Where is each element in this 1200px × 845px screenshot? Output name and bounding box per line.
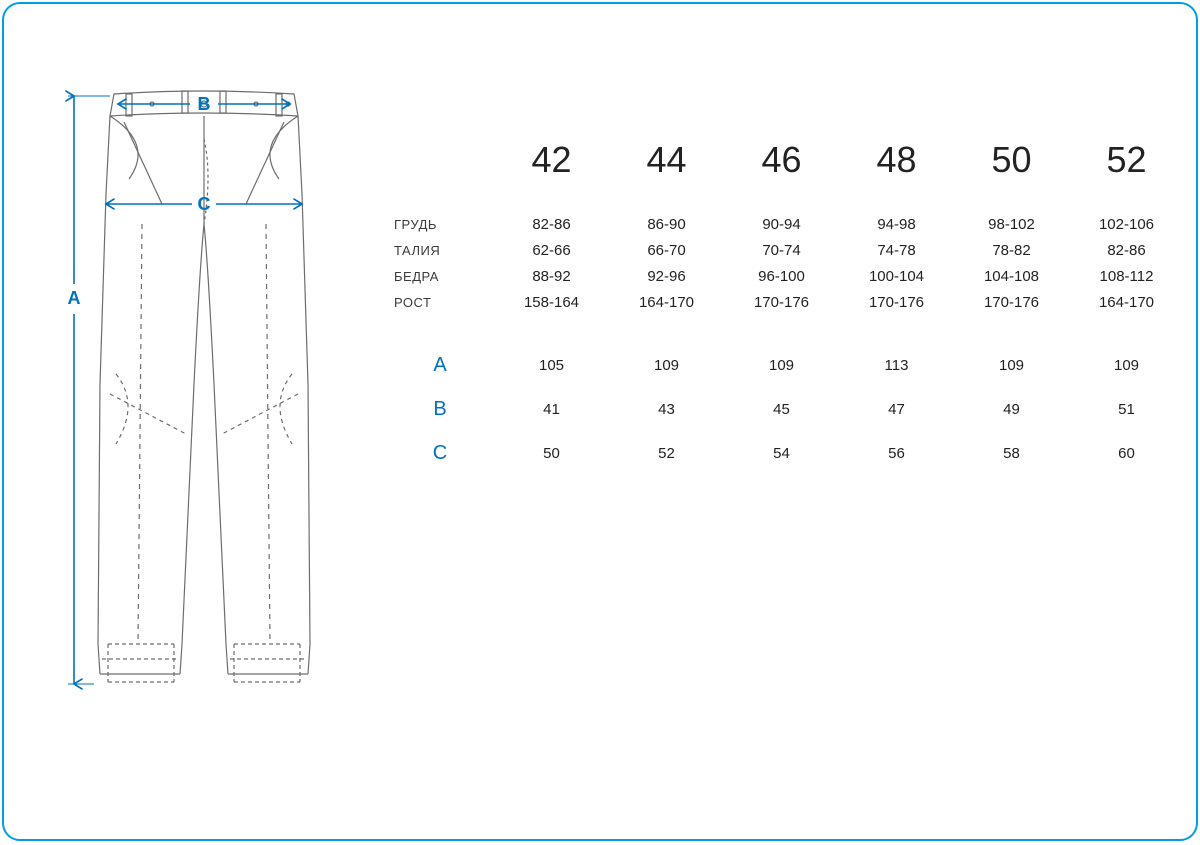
cell: 56 [839,445,954,462]
dim-label: B [394,398,494,421]
dim-label: C [394,442,494,465]
row-height: РОСТ 158-164 164-170 170-176 170-176 170… [394,289,1184,315]
row-label: БЕДРА [394,269,494,284]
size-col-2: 46 [724,139,839,181]
cell: 52 [609,445,724,462]
cell: 92-96 [609,268,724,285]
cell: 43 [609,401,724,418]
cell: 78-82 [954,242,1069,259]
cell: 158-164 [494,294,609,311]
row-label: ГРУДЬ [394,217,494,232]
cell: 82-86 [494,216,609,233]
size-table: 42 44 46 48 50 52 ГРУДЬ 82-86 86-90 90-9… [394,139,1184,475]
size-col-5: 52 [1069,139,1184,181]
cell: 170-176 [724,294,839,311]
dim-label: A [394,354,494,377]
size-header-row: 42 44 46 48 50 52 [394,139,1184,181]
size-col-0: 42 [494,139,609,181]
size-col-1: 44 [609,139,724,181]
cell: 60 [1069,445,1184,462]
cell: 45 [724,401,839,418]
cell: 100-104 [839,268,954,285]
cell: 96-100 [724,268,839,285]
cell: 66-70 [609,242,724,259]
cell: 82-86 [1069,242,1184,259]
cell: 113 [839,357,954,374]
diagram-label-b: B [198,94,211,114]
cell: 47 [839,401,954,418]
row-dim-a: A 105 109 109 113 109 109 [394,343,1184,387]
size-col-4: 50 [954,139,1069,181]
cell: 70-74 [724,242,839,259]
cell: 54 [724,445,839,462]
pants-diagram: B C A [54,84,354,704]
size-chart-card: B C A 42 44 46 48 50 52 ГРУДЬ 8 [2,2,1198,841]
cell: 74-78 [839,242,954,259]
cell: 41 [494,401,609,418]
cell: 98-102 [954,216,1069,233]
row-label: ТАЛИЯ [394,243,494,258]
cell: 104-108 [954,268,1069,285]
diagram-label-a: A [68,288,81,308]
cell: 164-170 [609,294,724,311]
cell: 58 [954,445,1069,462]
row-chest: ГРУДЬ 82-86 86-90 90-94 94-98 98-102 102… [394,211,1184,237]
cell: 109 [954,357,1069,374]
cell: 88-92 [494,268,609,285]
row-label: РОСТ [394,295,494,310]
cell: 109 [1069,357,1184,374]
cell: 51 [1069,401,1184,418]
cell: 90-94 [724,216,839,233]
cell: 170-176 [954,294,1069,311]
row-dim-b: B 41 43 45 47 49 51 [394,387,1184,431]
cell: 102-106 [1069,216,1184,233]
cell: 94-98 [839,216,954,233]
cell: 105 [494,357,609,374]
cell: 108-112 [1069,268,1184,285]
row-waist: ТАЛИЯ 62-66 66-70 70-74 74-78 78-82 82-8… [394,237,1184,263]
cell: 49 [954,401,1069,418]
row-dim-c: C 50 52 54 56 58 60 [394,431,1184,475]
cell: 109 [609,357,724,374]
cell: 164-170 [1069,294,1184,311]
cell: 170-176 [839,294,954,311]
row-hips: БЕДРА 88-92 92-96 96-100 100-104 104-108… [394,263,1184,289]
cell: 109 [724,357,839,374]
diagram-label-c: C [198,194,211,214]
cell: 62-66 [494,242,609,259]
cell: 86-90 [609,216,724,233]
cell: 50 [494,445,609,462]
size-col-3: 48 [839,139,954,181]
